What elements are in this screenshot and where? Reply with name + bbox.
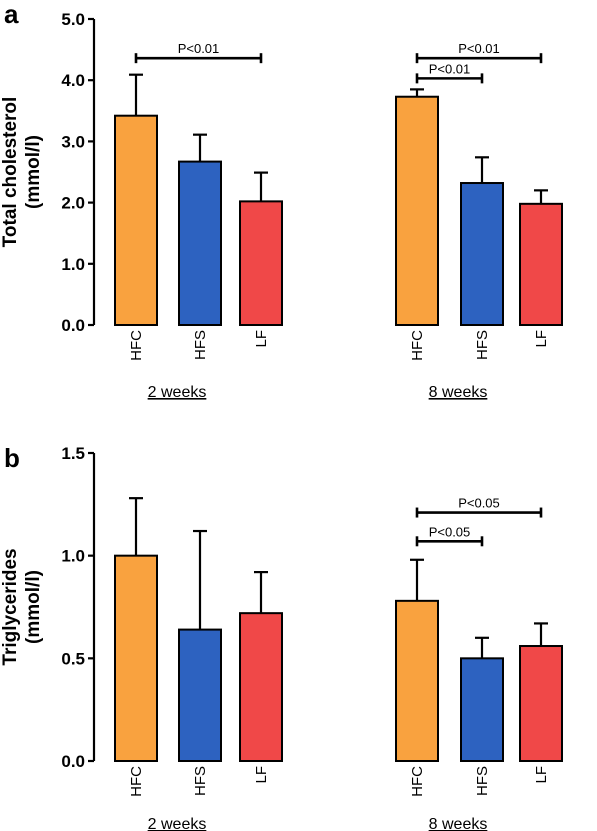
x-tick-label: LF <box>253 766 270 784</box>
x-tick-label: LF <box>533 766 550 784</box>
y-tick-label: 0.0 <box>61 752 85 771</box>
y-axis-label-line-1: Triglycerides <box>0 548 21 665</box>
significance-label: P<0.01 <box>429 61 471 76</box>
y-axis-label-line-1: Total cholesterol <box>0 97 21 248</box>
y-tick-label: 3.0 <box>61 132 85 151</box>
group-label: 8 weeks <box>429 816 488 831</box>
y-tick-label: 5.0 <box>61 10 85 29</box>
y-tick-label: 0.0 <box>61 316 85 335</box>
x-tick-label: HFS <box>192 766 209 796</box>
x-tick-label: HFC <box>409 330 426 361</box>
bar-hfs <box>178 628 222 762</box>
y-tick-label: 1.0 <box>61 255 85 274</box>
group-label: 2 weeks <box>148 816 207 831</box>
significance-label: P<0.05 <box>429 524 471 539</box>
bar-hfc <box>114 554 158 763</box>
group-label: 2 weeks <box>148 384 207 401</box>
bar-hfc <box>395 95 439 326</box>
y-axis-label-line-2: (mmol/l) <box>23 135 44 209</box>
bar-lf <box>239 200 283 327</box>
x-tick-label: HFS <box>474 330 491 360</box>
y-tick-label: 1.5 <box>61 444 85 463</box>
x-tick-label: HFC <box>128 330 145 361</box>
significance-label: P<0.01 <box>178 41 220 56</box>
bar-hfc <box>395 599 439 763</box>
x-tick-label: HFS <box>474 766 491 796</box>
bar-hfs <box>460 657 504 762</box>
y-axis-label-line-2: (mmol/l) <box>23 570 44 644</box>
significance-label: P<0.01 <box>458 41 500 56</box>
bar-lf <box>519 645 563 762</box>
significance-label: P<0.05 <box>458 496 500 511</box>
bar-hfs <box>460 182 504 326</box>
x-tick-label: HFC <box>128 766 145 797</box>
x-tick-label: HFC <box>409 766 426 797</box>
y-tick-label: 2.0 <box>61 194 85 213</box>
x-tick-label: LF <box>253 330 270 348</box>
y-tick-label: 4.0 <box>61 71 85 90</box>
group-label: 8 weeks <box>429 384 488 401</box>
y-tick-label: 0.5 <box>61 649 85 668</box>
bar-hfs <box>178 160 222 326</box>
panel-letter-b: b <box>4 443 20 473</box>
bar-lf <box>519 202 563 327</box>
bar-lf <box>239 612 283 762</box>
y-tick-label: 1.0 <box>61 547 85 566</box>
bar-hfc <box>114 114 158 326</box>
panel-letter-a: a <box>4 0 19 29</box>
x-tick-label: HFS <box>192 330 209 360</box>
x-tick-label: LF <box>533 330 550 348</box>
